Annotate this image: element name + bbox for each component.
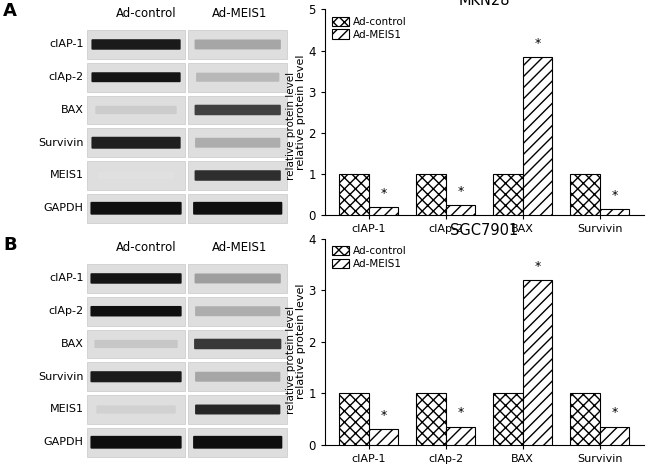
Text: cIAP-1: cIAP-1 (49, 273, 84, 284)
FancyBboxPatch shape (92, 72, 181, 82)
Bar (600, 427, 629, 445)
Bar (86, 395, 185, 424)
Bar (86, 362, 185, 391)
Bar (86, 329, 185, 358)
Y-axis label: relative protein level: relative protein level (296, 55, 306, 170)
Text: GAPDH: GAPDH (44, 203, 84, 213)
FancyBboxPatch shape (90, 273, 181, 284)
Bar (339, 174, 369, 215)
Text: A: A (3, 2, 17, 20)
Bar (188, 63, 287, 92)
Bar (188, 161, 287, 190)
Bar (86, 30, 185, 59)
Legend: Ad-control, Ad-MEIS1: Ad-control, Ad-MEIS1 (330, 244, 409, 271)
Bar (188, 30, 287, 59)
Bar (188, 95, 287, 124)
Text: *: * (380, 187, 387, 200)
Bar (188, 194, 287, 223)
Text: cIAP-1: cIAP-1 (49, 39, 84, 50)
Bar (493, 174, 523, 215)
Text: cIAp-2: cIAp-2 (49, 306, 84, 316)
Title: SGC7901: SGC7901 (450, 222, 519, 238)
Bar (86, 161, 185, 190)
Bar (188, 297, 287, 326)
Y-axis label: relative protein level: relative protein level (296, 284, 306, 399)
FancyBboxPatch shape (194, 105, 281, 115)
Bar (188, 362, 287, 391)
Bar (188, 329, 287, 358)
FancyBboxPatch shape (96, 106, 177, 114)
FancyBboxPatch shape (195, 404, 280, 415)
Text: *: * (611, 406, 618, 419)
Text: *: * (611, 189, 618, 202)
Text: Ad-MEIS1: Ad-MEIS1 (211, 241, 267, 254)
Text: BAX: BAX (61, 105, 84, 115)
Text: *: * (457, 185, 463, 198)
Bar (188, 428, 287, 457)
Bar (446, 205, 475, 215)
FancyBboxPatch shape (92, 39, 181, 50)
Legend: Ad-control, Ad-MEIS1: Ad-control, Ad-MEIS1 (330, 15, 409, 42)
Text: Ad-MEIS1: Ad-MEIS1 (211, 7, 267, 20)
Text: MEIS1: MEIS1 (49, 404, 84, 415)
FancyBboxPatch shape (194, 39, 281, 50)
Bar (86, 63, 185, 92)
FancyBboxPatch shape (193, 202, 282, 215)
Bar (188, 128, 287, 157)
Bar (571, 393, 600, 445)
Bar (523, 280, 552, 445)
FancyBboxPatch shape (195, 372, 280, 382)
Bar (188, 264, 287, 293)
FancyBboxPatch shape (90, 371, 181, 382)
FancyBboxPatch shape (92, 137, 181, 149)
FancyBboxPatch shape (196, 73, 280, 82)
Text: MEIS1: MEIS1 (49, 170, 84, 181)
FancyBboxPatch shape (194, 273, 281, 284)
Text: Ad-control: Ad-control (116, 241, 177, 254)
Bar (86, 128, 185, 157)
FancyBboxPatch shape (194, 339, 281, 349)
Bar (493, 393, 523, 445)
Bar (523, 57, 552, 215)
Text: *: * (380, 409, 387, 422)
Text: Survivin: Survivin (38, 372, 84, 382)
Bar (86, 194, 185, 223)
Text: B: B (3, 236, 17, 254)
Bar (339, 393, 369, 445)
Text: Survivin: Survivin (38, 138, 84, 148)
Bar (446, 427, 475, 445)
Text: *: * (457, 406, 463, 419)
Text: GAPDH: GAPDH (44, 437, 84, 447)
Text: *: * (534, 260, 541, 273)
FancyBboxPatch shape (195, 306, 280, 316)
Text: relative protein level: relative protein level (286, 306, 296, 415)
FancyBboxPatch shape (195, 138, 280, 148)
FancyBboxPatch shape (98, 172, 174, 179)
Text: Ad-control: Ad-control (116, 7, 177, 20)
Bar (369, 429, 398, 445)
Bar (417, 393, 446, 445)
FancyBboxPatch shape (90, 306, 181, 316)
Text: cIAp-2: cIAp-2 (49, 72, 84, 82)
Bar (86, 264, 185, 293)
FancyBboxPatch shape (96, 405, 176, 414)
Text: *: * (534, 37, 541, 50)
Bar (600, 209, 629, 215)
Bar (86, 428, 185, 457)
FancyBboxPatch shape (94, 340, 177, 348)
Bar (86, 297, 185, 326)
FancyBboxPatch shape (90, 436, 181, 449)
FancyBboxPatch shape (90, 202, 181, 215)
Title: MKN28: MKN28 (458, 0, 510, 8)
Text: relative protein level: relative protein level (286, 72, 296, 181)
FancyBboxPatch shape (193, 436, 282, 449)
Bar (188, 395, 287, 424)
Bar (369, 207, 398, 215)
Bar (417, 174, 446, 215)
Text: BAX: BAX (61, 339, 84, 349)
Bar (86, 95, 185, 124)
Bar (571, 174, 600, 215)
FancyBboxPatch shape (194, 170, 281, 181)
